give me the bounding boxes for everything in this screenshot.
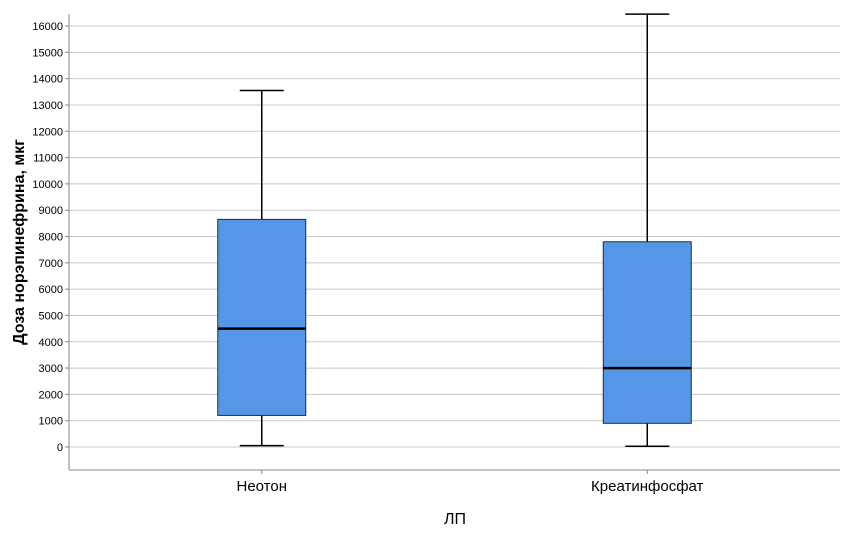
- y-tick-label: 8000: [39, 232, 63, 244]
- y-tick-label: 4000: [39, 337, 63, 349]
- x-axis-title: ЛП: [444, 511, 466, 528]
- y-tick-label: 10000: [32, 179, 63, 191]
- y-tick-label: 16000: [32, 21, 63, 33]
- iqr-box: [602, 241, 692, 424]
- x-category-label: Неотон: [236, 478, 287, 495]
- grid-lines: [69, 25, 840, 448]
- x-category-labels: Неотон Креатинфосфат: [236, 470, 704, 495]
- y-tick-label: 12000: [32, 126, 63, 138]
- boxes: [217, 13, 692, 447]
- y-tick-label: 1000: [39, 416, 63, 428]
- y-axis-title: Доза норэпинефрина, мкг: [11, 139, 28, 345]
- iqr-box: [217, 218, 307, 416]
- y-tick-label: 9000: [39, 205, 63, 217]
- y-tick-label: 14000: [32, 74, 63, 86]
- y-tick-label: 6000: [39, 284, 63, 296]
- y-tick-label: 7000: [39, 258, 63, 270]
- y-tick-label: 15000: [32, 47, 63, 59]
- y-tick-label: 2000: [39, 389, 63, 401]
- y-tick-label: 11000: [33, 153, 63, 165]
- y-tick-label: 3000: [39, 363, 63, 375]
- y-tick-labels: 0 1000 2000 3000 4000 5000 6000 7000 8000 9000 100…: [32, 21, 69, 454]
- y-tick-label: 5000: [39, 310, 63, 322]
- box-group: [217, 89, 307, 447]
- box-group: [602, 13, 692, 447]
- axes: [68, 14, 840, 471]
- y-tick-label: 0: [57, 442, 63, 454]
- x-category-label: Креатинфосфат: [591, 478, 704, 495]
- y-tick-label: 13000: [32, 100, 63, 112]
